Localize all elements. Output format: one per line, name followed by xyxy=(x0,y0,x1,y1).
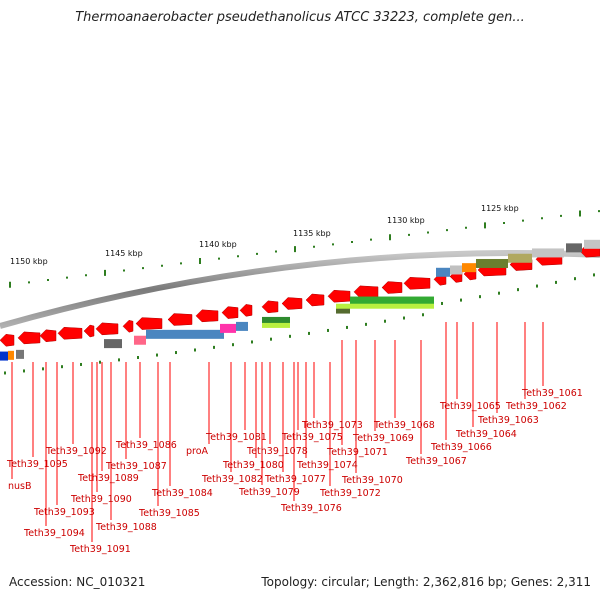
feature-bar xyxy=(134,335,146,345)
feature-bar xyxy=(236,321,248,331)
gene-label: Teth39_1090 xyxy=(70,494,132,505)
feature-bar xyxy=(476,258,508,268)
accession-text: Accession: NC_010321 xyxy=(9,575,146,589)
gene-arrow xyxy=(83,324,95,338)
feature-bar xyxy=(336,304,350,314)
genome-title: Thermoanaerobacter pseudethanolicus ATCC… xyxy=(75,10,525,25)
gene-arrow xyxy=(0,333,15,347)
scale-label: 1135 kbp xyxy=(293,229,331,238)
gene-label: Teth39_1063 xyxy=(477,415,539,426)
gene-label: Teth39_1082 xyxy=(201,474,263,485)
scale-label: 1125 kbp xyxy=(481,204,519,213)
gene-arrow xyxy=(221,306,239,319)
gene-arrow xyxy=(39,329,57,343)
gene-arrow xyxy=(261,300,279,314)
feature-bar xyxy=(450,265,462,275)
gene-arrow xyxy=(167,313,193,326)
gene-arrow xyxy=(353,285,379,299)
feature-bar xyxy=(0,351,8,361)
feature-bar xyxy=(262,322,290,328)
feature-bar xyxy=(220,323,236,333)
gene-label: Teth39_1088 xyxy=(95,522,157,533)
gene-label: Teth39_1065 xyxy=(439,401,501,412)
gene-label: Teth39_1069 xyxy=(352,433,414,444)
genome-backbone xyxy=(0,250,600,329)
gene-label: nusB xyxy=(8,481,32,492)
feature-bar xyxy=(532,248,564,258)
feature-bar xyxy=(508,253,532,263)
gene-label: Teth39_1078 xyxy=(246,446,308,457)
gene-label: Teth39_1093 xyxy=(33,507,95,518)
gene-label: Teth39_1066 xyxy=(430,442,492,453)
gene-label: Teth39_1087 xyxy=(105,461,167,472)
gene-label: Teth39_1076 xyxy=(280,503,342,514)
gene-label: Teth39_1068 xyxy=(373,420,435,431)
gene-label: Teth39_1079 xyxy=(238,487,300,498)
gene-label: Teth39_1081 xyxy=(205,432,267,443)
gene-labels: Teth39_1061 Teth39_1062 Teth39_1063 Teth39_… xyxy=(6,388,583,555)
gene-label: Teth39_1095 xyxy=(6,459,68,470)
gene-arrow xyxy=(57,327,83,340)
gene-label: Teth39_1062 xyxy=(505,401,567,412)
gene-label: Teth39_1074 xyxy=(296,460,358,471)
gene-label: Teth39_1084 xyxy=(151,488,213,499)
gene-arrow xyxy=(195,309,219,323)
scale-label: 1130 kbp xyxy=(387,216,425,225)
feature-bar xyxy=(104,339,122,349)
feature-bar xyxy=(462,263,476,273)
gene-arrow xyxy=(305,293,325,307)
gene-arrow xyxy=(95,322,119,336)
gene-label: Teth39_1094 xyxy=(23,528,85,539)
gene-label: Teth39_1071 xyxy=(326,447,388,458)
feature-bar xyxy=(262,316,290,326)
gene-label: Teth39_1075 xyxy=(281,432,343,443)
feature-bar xyxy=(146,329,224,339)
feature-bar xyxy=(584,239,600,249)
feature-bar xyxy=(8,350,14,360)
gene-arrow xyxy=(122,319,134,333)
topology-text: Topology: circular; Length: 2,362,816 bp… xyxy=(261,575,591,589)
gene-label: Teth39_1070 xyxy=(341,475,403,486)
scale-ticks xyxy=(9,210,600,288)
gene-arrow xyxy=(381,281,403,294)
feature-track xyxy=(0,239,600,375)
gene-label: Teth39_1085 xyxy=(138,508,200,519)
gene-label: Teth39_1092 xyxy=(45,446,107,457)
callout-lines xyxy=(11,322,544,542)
scale-label: 1140 kbp xyxy=(199,240,237,249)
gene-label: Teth39_1072 xyxy=(319,488,381,499)
gene-label: proA xyxy=(186,446,209,457)
gene-label: Teth39_1073 xyxy=(301,420,363,431)
gene-arrow xyxy=(17,331,41,345)
gene-label: Teth39_1089 xyxy=(77,473,139,484)
gene-arrow xyxy=(281,297,303,310)
gene-arrow xyxy=(403,277,431,290)
feature-bar xyxy=(566,243,582,253)
gene-label: Teth39_1067 xyxy=(405,456,467,467)
feature-bar xyxy=(336,303,434,309)
gene-label: Teth39_1064 xyxy=(455,429,517,440)
gene-label: Teth39_1077 xyxy=(264,474,326,485)
scale-labels: 1150 kbp 1145 kbp 1140 kbp 1135 kbp 1130 kbp… xyxy=(10,204,519,266)
scale-label: 1145 kbp xyxy=(105,249,143,258)
gene-arrow xyxy=(327,289,351,303)
gene-label: Teth39_1061 xyxy=(521,388,583,399)
scale-label: 1150 kbp xyxy=(10,257,48,266)
feature-bar xyxy=(350,296,434,306)
gene-label: Teth39_1086 xyxy=(115,440,177,451)
gene-arrow xyxy=(135,317,163,330)
gene-label: Teth39_1080 xyxy=(222,460,284,471)
feature-bar xyxy=(436,267,450,277)
gene-label: Teth39_1091 xyxy=(69,544,131,555)
gene-arrow xyxy=(239,304,253,317)
feature-bar xyxy=(16,349,24,359)
